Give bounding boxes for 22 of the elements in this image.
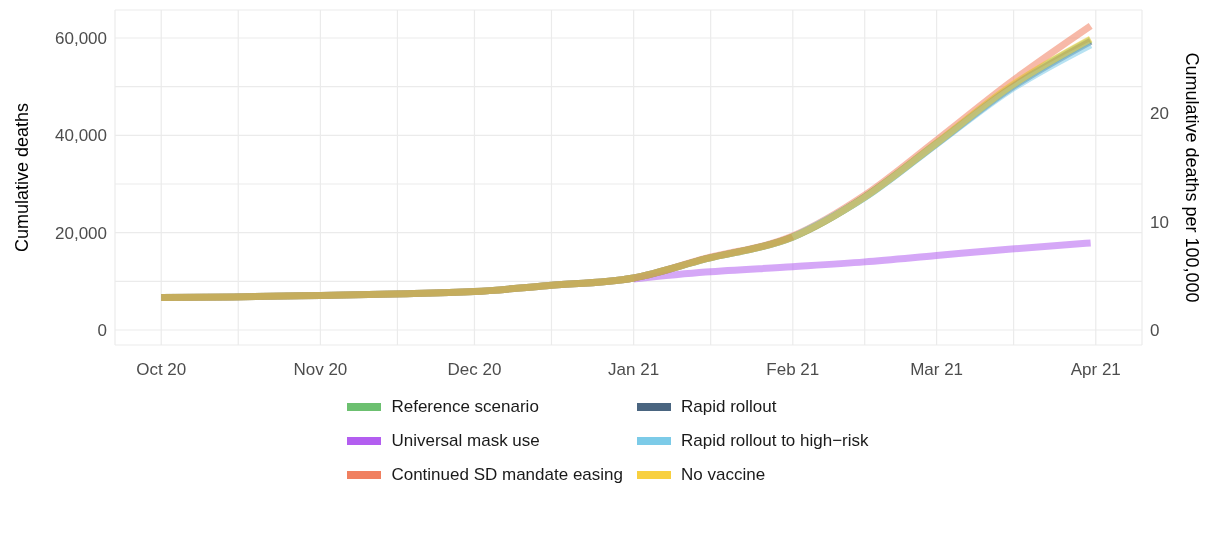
legend-label: No vaccine bbox=[680, 465, 766, 485]
y2-tick-label: 20 bbox=[1150, 104, 1169, 124]
y-tick-label: 60,000 bbox=[55, 29, 107, 49]
x-tick-label: Jan 21 bbox=[608, 360, 660, 380]
legend-label: Reference scenario bbox=[391, 397, 539, 417]
y2-tick-label: 0 bbox=[1150, 321, 1160, 341]
x-tick-label: Apr 21 bbox=[1070, 360, 1121, 380]
y-axis-title: Cumulative deaths bbox=[12, 102, 32, 253]
y-tick-label: 40,000 bbox=[55, 126, 107, 146]
y2-tick-label: 10 bbox=[1150, 212, 1169, 232]
y2-axis-title: Cumulative deaths per 100,000 bbox=[1182, 52, 1202, 303]
x-tick-label: Dec 20 bbox=[447, 360, 502, 380]
y-tick-label: 20,000 bbox=[55, 223, 107, 243]
legend-label: Universal mask use bbox=[391, 431, 540, 451]
x-tick-label: Mar 21 bbox=[910, 360, 964, 380]
x-tick-label: Feb 21 bbox=[766, 360, 820, 380]
x-tick-label: Oct 20 bbox=[136, 360, 187, 380]
legend-label: Continued SD mandate easing bbox=[391, 465, 623, 485]
x-tick-label: Nov 20 bbox=[293, 360, 348, 380]
y-tick-label: 0 bbox=[97, 321, 107, 341]
legend-label: Rapid rollout to high−risk bbox=[680, 431, 869, 451]
legend-label: Rapid rollout bbox=[680, 397, 777, 417]
